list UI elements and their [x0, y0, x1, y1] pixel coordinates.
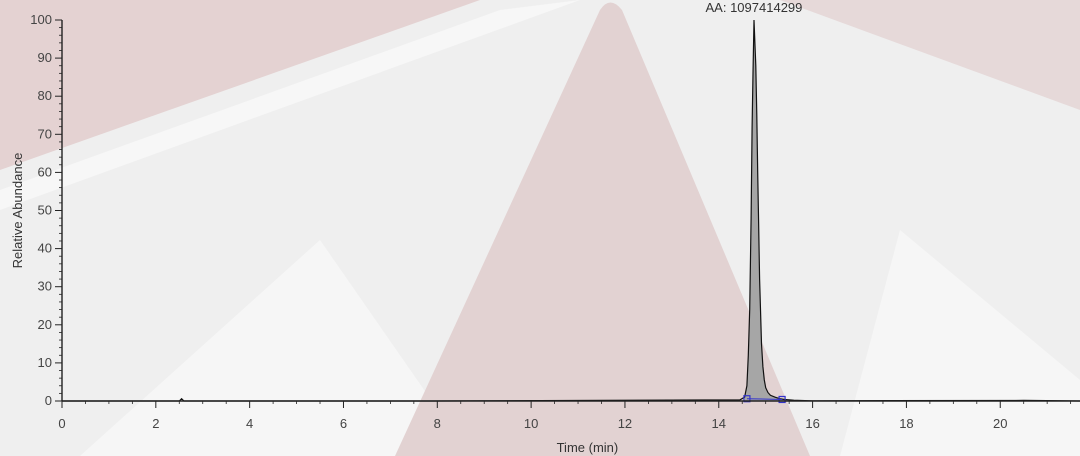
y-tick-label: 50	[38, 203, 52, 218]
baseline-line	[746, 398, 783, 400]
x-tick-label: 10	[524, 416, 538, 431]
x-tick-label: 6	[340, 416, 347, 431]
y-tick-label: 0	[45, 393, 52, 408]
peak-annotation: AA: 1097414299	[706, 0, 803, 15]
y-tick-label: 100	[30, 12, 52, 27]
y-tick-label: 60	[38, 164, 52, 179]
y-tick-label: 10	[38, 355, 52, 370]
x-tick-label: 20	[993, 416, 1007, 431]
axis-ticks: 0 10 20 30 40 50 60 70 80 90 100 0 2 4 6 8 10 12 14 16 18 20	[30, 12, 1072, 431]
y-tick-label: 30	[38, 279, 52, 294]
y-tick-label: 70	[38, 126, 52, 141]
x-tick-label: 12	[618, 416, 632, 431]
x-tick-label: 16	[805, 416, 819, 431]
background-shape	[840, 230, 1080, 456]
x-tick-label: 18	[899, 416, 913, 431]
y-axis-title: Relative Abundance	[10, 153, 25, 269]
y-tick-label: 80	[38, 88, 52, 103]
peak-area-fill	[744, 20, 785, 401]
baseline-markers	[743, 395, 786, 404]
x-axis-title: Time (min)	[557, 440, 619, 455]
chromatogram-trace	[62, 19, 1080, 402]
y-tick-label: 20	[38, 317, 52, 332]
background-shape	[395, 2, 810, 456]
y-tick-label: 90	[38, 50, 52, 65]
x-tick-label: 8	[434, 416, 441, 431]
x-tick-label: 14	[712, 416, 726, 431]
x-tick-label: 2	[152, 416, 159, 431]
x-tick-label: 4	[246, 416, 253, 431]
background-shape	[0, 0, 580, 210]
y-tick-label: 40	[38, 241, 52, 256]
x-tick-label: 0	[58, 416, 65, 431]
background-shape	[80, 240, 470, 456]
background-shape	[0, 0, 480, 170]
background-shape	[780, 0, 1080, 110]
